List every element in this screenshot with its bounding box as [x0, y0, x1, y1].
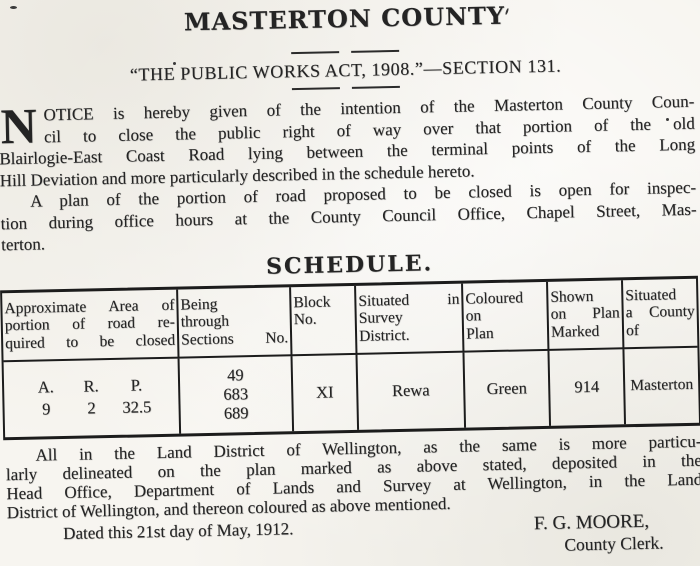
area-unit-perches: P. [130, 375, 143, 395]
cell-sections: 49 683 689 [179, 356, 295, 434]
area-unit-acres: A. [37, 377, 54, 397]
dash-rule [291, 51, 340, 55]
col-header-survey-district: Situated in Survey District. [356, 283, 465, 355]
notice-paragraph-2: A plan of the portion of road proposed t… [0, 177, 697, 255]
col-header-county: Situated a County of [622, 278, 698, 350]
closing-paragraph: All in the Land District of Wellington, … [5, 431, 700, 523]
ink-speck [666, 118, 669, 121]
dated-line: Dated this 21st day of May, 1912. [62, 519, 294, 544]
col-header-block: Block No. [291, 285, 358, 357]
area-unit-roods: R. [83, 376, 99, 396]
cell-plan-number: 914 [549, 349, 627, 426]
col-header-area: Approximate Area of portion of road re-qu… [2, 289, 180, 363]
dash-rule [351, 85, 400, 89]
col-header-sections: Being through Sections No. [178, 286, 293, 359]
col-header-plan-marked: Shown on Plan Marked [548, 279, 625, 351]
ink-speck [10, 6, 17, 9]
drop-cap: N [0, 97, 38, 155]
cell-block: XI [292, 354, 360, 432]
dash-rule [351, 49, 400, 53]
notice-paragraph-1: N OTICE is hereby given of the intention… [0, 91, 698, 192]
signature-name: F. G. MOORE, [533, 510, 650, 535]
signature-block: F. G. MOORE, County Clerk. [534, 510, 700, 556]
cell-survey-district: Rewa [357, 352, 467, 430]
ink-speck [173, 62, 176, 65]
cell-coloured: Green [464, 350, 552, 428]
schedule-table: Approximate Area of portion of road re-qu… [0, 275, 700, 441]
area-value-roods: 2 [87, 398, 96, 418]
cell-county: Masterton [630, 375, 694, 395]
signature-role: County Clerk. [564, 532, 664, 555]
col-header-coloured: Coloured on Plan [463, 281, 550, 353]
area-values: 9 2 32.5 [23, 397, 159, 419]
dash-rule [291, 87, 340, 91]
area-units: A. R. P. [23, 375, 159, 397]
page-title: MASTERTON COUNTY [183, 0, 506, 37]
cell-area: A. R. P. 9 2 32.5 [3, 358, 182, 438]
area-value-acres: 9 [41, 399, 51, 419]
area-value-perches: 32.5 [122, 397, 152, 417]
paragraph-1-lines: OTICE is hereby given of the intention o… [0, 91, 696, 190]
